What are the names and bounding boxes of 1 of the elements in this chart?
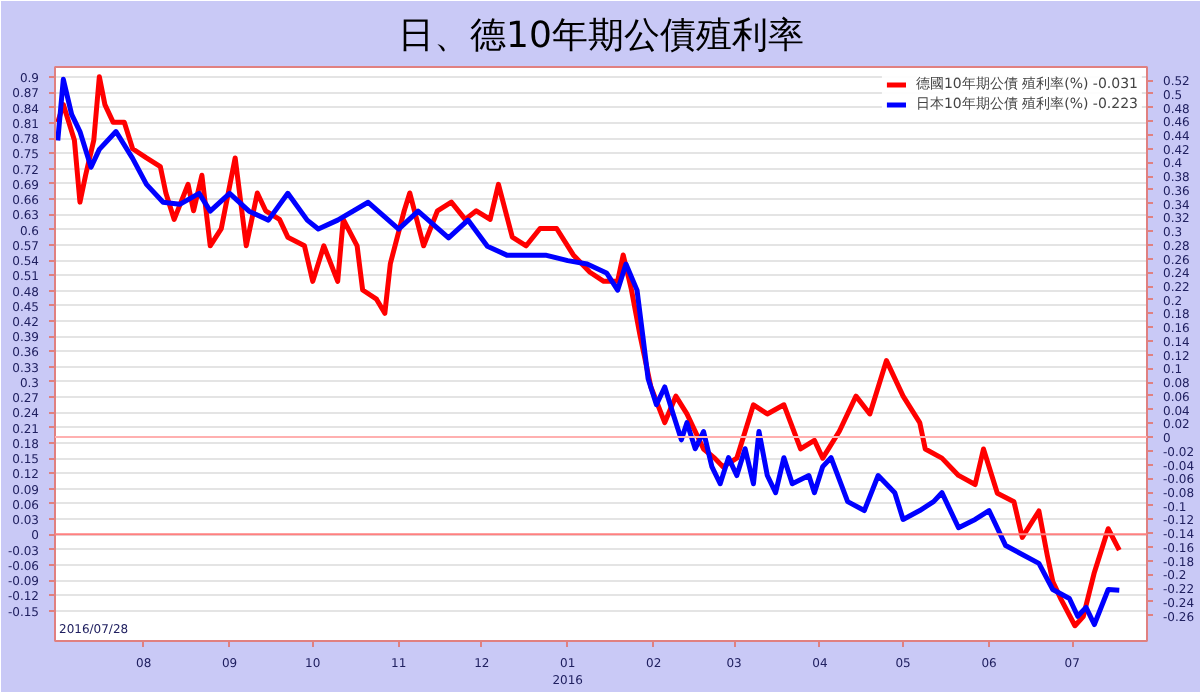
chart-title: 日、德10年期公債殖利率	[398, 15, 804, 57]
